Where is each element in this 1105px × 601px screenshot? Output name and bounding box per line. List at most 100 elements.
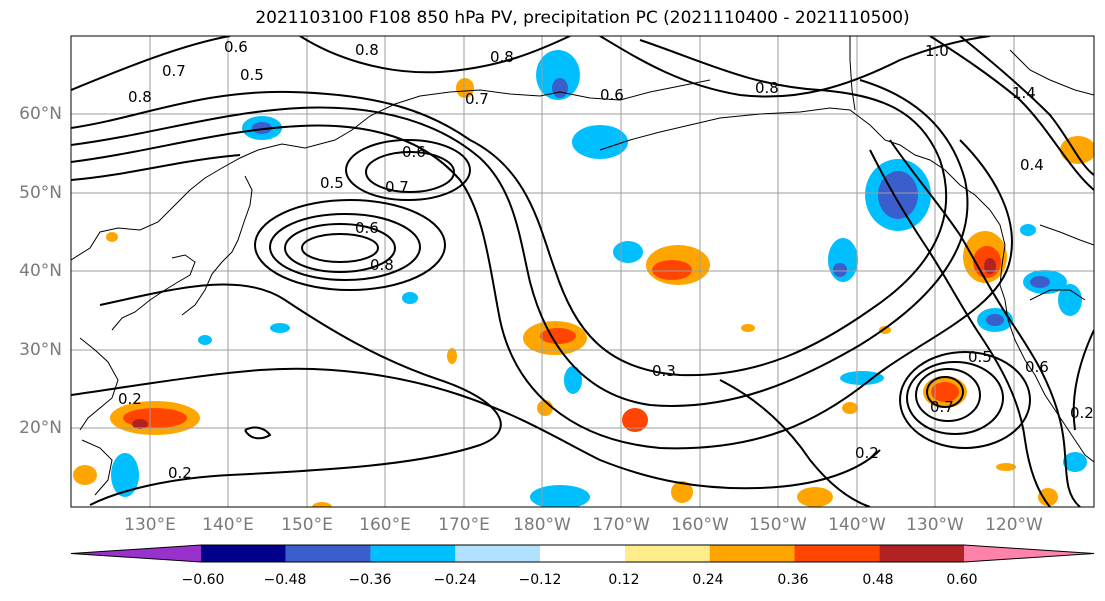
contour-label: 0.7 [930, 398, 954, 416]
precip-blob [1020, 224, 1036, 236]
precip-blob [552, 78, 568, 98]
colorbar-tick-label: −0.12 [518, 572, 562, 588]
lon-label: 160°W [671, 515, 729, 535]
contour-label: 0.7 [385, 178, 409, 196]
precip-blob [879, 326, 891, 334]
lon-label: 130°W [906, 515, 964, 535]
lat-label: 20°N [19, 418, 62, 438]
precip-blob [564, 366, 582, 394]
contour-label: 0.5 [320, 174, 344, 192]
colorbar-segment [285, 545, 371, 562]
precip-blob [1038, 488, 1058, 506]
colorbar-segment [455, 545, 541, 562]
precip-blob [842, 402, 858, 414]
precip-blob [252, 122, 272, 134]
contour-label: 0.2 [855, 444, 879, 462]
precip-blob [1060, 136, 1094, 164]
colorbar-segment [624, 545, 710, 562]
contour-label: 0.8 [355, 41, 379, 59]
contour-label: 0.6 [600, 86, 624, 104]
precip-blob [198, 335, 212, 345]
pv-contour [301, 233, 379, 263]
precip-blob [572, 125, 628, 159]
contour-label: 0.5 [968, 348, 992, 366]
colorbar-tick-label: −0.36 [348, 572, 392, 588]
lon-label: 170°E [438, 515, 490, 535]
precip-blob [613, 241, 643, 263]
precip-blob [652, 260, 692, 280]
coastlines [71, 36, 1094, 496]
precip-blob [984, 258, 996, 274]
colorbar-tick-label: −0.24 [433, 572, 477, 588]
colorbar-segment [879, 545, 964, 562]
pv-contour [906, 361, 1004, 435]
precip-blob [996, 463, 1016, 471]
precip-blob [73, 465, 97, 485]
precip-blob [1063, 452, 1087, 472]
precip-blob [741, 324, 755, 332]
colorbar-tick-label: −0.60 [181, 572, 225, 588]
lat-label: 60°N [19, 104, 62, 124]
pv-contour [889, 139, 1081, 507]
contour-label: 0.4 [1020, 156, 1044, 174]
contour-label: 0.6 [1025, 358, 1049, 376]
colorbar-segment [709, 545, 795, 562]
colorbar [70, 544, 1095, 563]
contour-label: 0.6 [224, 38, 248, 56]
lon-label: 160°E [359, 515, 411, 535]
pv-contour [959, 36, 1094, 176]
precip-blob [111, 453, 139, 497]
precip-blob [931, 382, 959, 402]
contour-label: 0.8 [490, 48, 514, 66]
pv-contour [929, 36, 1094, 191]
pv-contour [869, 149, 1051, 507]
precip-blob [536, 50, 580, 100]
colorbar-tick-label: 0.24 [692, 572, 724, 588]
pv-contour [284, 223, 396, 273]
contour-label: 0.7 [162, 62, 186, 80]
pv-contour [915, 368, 981, 422]
precip-blob [986, 314, 1004, 326]
pv-contour [71, 124, 1013, 450]
pv-contour [599, 36, 991, 98]
pv-contour [254, 199, 446, 291]
pv-contour [71, 154, 502, 506]
precip-blob [1030, 276, 1050, 288]
pv-contour [71, 36, 571, 91]
contour-label: 0.7 [465, 90, 489, 108]
precip-blob [840, 371, 884, 385]
pv-contour [71, 39, 948, 377]
contour-label: 0.2 [118, 390, 142, 408]
precip-blob [1058, 284, 1082, 316]
pv-contours [71, 36, 1094, 507]
pv-contour [926, 376, 964, 408]
pv-contour [244, 426, 272, 440]
contour-label: 0.8 [755, 79, 779, 97]
colorbar-tick-label: 0.36 [777, 572, 809, 588]
pv-contour [719, 379, 871, 507]
precip-blob [797, 487, 833, 507]
map-frame [70, 35, 1095, 508]
lon-label: 140°W [828, 515, 886, 535]
colorbar-tick-label: 0.12 [608, 572, 640, 588]
lat-label: 30°N [19, 340, 62, 360]
colorbar-extend-high [964, 545, 1094, 562]
contour-label: 0.6 [355, 219, 379, 237]
colorbar-segment [540, 545, 625, 562]
precip-blob [622, 408, 648, 432]
pv-contour [71, 367, 881, 490]
contour-label: 0.2 [1070, 404, 1094, 422]
lon-label: 140°E [202, 515, 254, 535]
contour-label: 0.5 [240, 66, 264, 84]
colorbar-tick-label: −0.48 [263, 572, 307, 588]
contour-label: 0.8 [128, 88, 152, 106]
precip-blob [312, 502, 332, 507]
lon-label: 130°E [124, 515, 176, 535]
precip-blob [833, 263, 847, 277]
contour-labels: 0.8 0.7 0.6 0.5 0.8 0.7 0.6 0.8 1.0 1.4 … [118, 38, 1094, 482]
map-title: 2021103100 F108 850 hPa PV, precipitatio… [255, 8, 910, 28]
precip-blob [540, 328, 576, 344]
pv-contour [269, 213, 421, 281]
contour-label: 1.4 [1012, 84, 1036, 102]
pv-contour [1072, 329, 1094, 431]
